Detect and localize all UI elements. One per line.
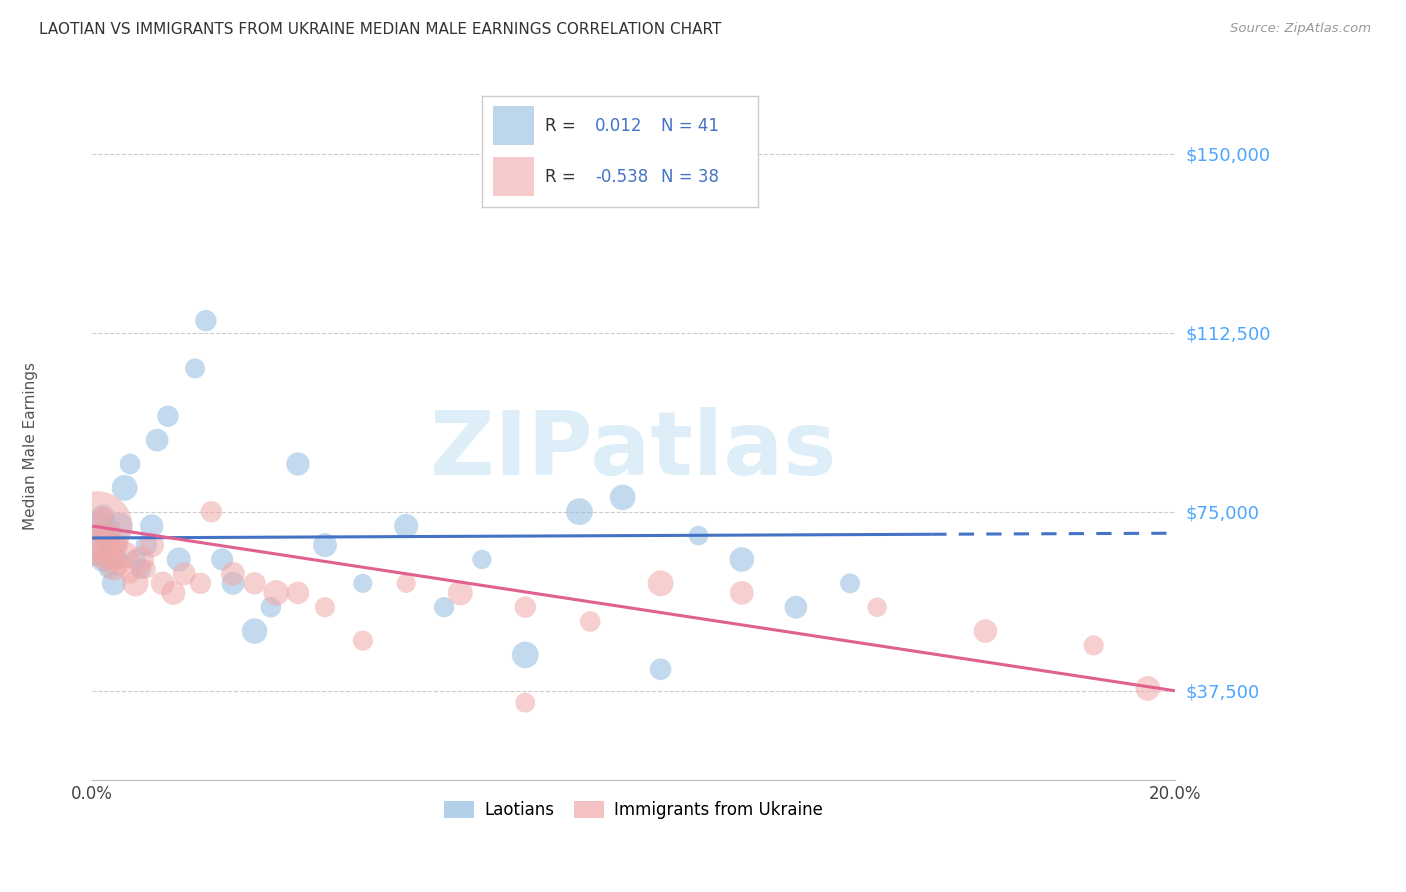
Point xyxy=(688,528,710,542)
Point xyxy=(97,562,120,576)
Point xyxy=(1083,639,1105,653)
Point xyxy=(86,538,108,552)
Point xyxy=(211,552,233,566)
Point xyxy=(120,457,142,471)
Point xyxy=(974,624,997,638)
Point xyxy=(103,562,125,576)
Point xyxy=(114,548,136,562)
Point xyxy=(124,576,146,591)
Point xyxy=(108,558,131,572)
Point xyxy=(515,696,537,710)
Point xyxy=(352,633,374,648)
Point xyxy=(314,538,336,552)
Point xyxy=(1136,681,1159,696)
Point xyxy=(839,576,862,591)
Point xyxy=(471,552,494,566)
Point xyxy=(352,576,374,591)
Point xyxy=(579,615,602,629)
Point xyxy=(568,505,591,519)
Point xyxy=(129,552,152,566)
Point xyxy=(97,528,120,542)
Point xyxy=(243,576,266,591)
Point xyxy=(433,600,456,615)
Point xyxy=(612,491,634,505)
Point xyxy=(173,566,195,581)
Text: LAOTIAN VS IMMIGRANTS FROM UKRAINE MEDIAN MALE EARNINGS CORRELATION CHART: LAOTIAN VS IMMIGRANTS FROM UKRAINE MEDIA… xyxy=(39,22,721,37)
Point xyxy=(156,409,179,424)
Point xyxy=(103,538,125,552)
Point xyxy=(395,576,418,591)
Point xyxy=(650,576,672,591)
Text: Source: ZipAtlas.com: Source: ZipAtlas.com xyxy=(1230,22,1371,36)
Point xyxy=(86,538,108,552)
Point xyxy=(91,509,114,524)
Point xyxy=(167,552,190,566)
Point xyxy=(91,552,114,566)
Point xyxy=(108,552,131,566)
Point xyxy=(222,566,245,581)
Point xyxy=(120,566,142,581)
Point xyxy=(114,481,136,495)
Point xyxy=(731,552,754,566)
Point xyxy=(184,361,207,376)
Point xyxy=(91,552,114,566)
Point xyxy=(146,433,169,447)
Point xyxy=(222,576,245,591)
Point xyxy=(97,542,120,557)
Point xyxy=(86,519,108,533)
Point xyxy=(141,519,163,533)
Point xyxy=(287,457,309,471)
Point xyxy=(785,600,807,615)
Text: Median Male Earnings: Median Male Earnings xyxy=(24,362,38,530)
Point xyxy=(515,648,537,662)
Point xyxy=(103,576,125,591)
Point xyxy=(135,538,157,552)
Point xyxy=(97,524,120,538)
Point xyxy=(124,552,146,566)
Point xyxy=(129,562,152,576)
Legend: Laotians, Immigrants from Ukraine: Laotians, Immigrants from Ukraine xyxy=(437,794,830,826)
Point xyxy=(264,586,287,600)
Point xyxy=(152,576,174,591)
Point xyxy=(243,624,266,638)
Point xyxy=(314,600,336,615)
Point xyxy=(108,519,131,533)
Point xyxy=(515,600,537,615)
Point xyxy=(395,519,418,533)
Point xyxy=(103,552,125,566)
Point xyxy=(135,562,157,576)
Point xyxy=(108,538,131,552)
Point xyxy=(650,662,672,676)
Point xyxy=(91,509,114,524)
Point xyxy=(200,505,222,519)
Point xyxy=(449,586,471,600)
Point xyxy=(162,586,184,600)
Point xyxy=(731,586,754,600)
Point xyxy=(190,576,212,591)
Point xyxy=(91,528,114,542)
Point xyxy=(141,538,163,552)
Point xyxy=(86,519,108,533)
Point xyxy=(260,600,283,615)
Point xyxy=(866,600,889,615)
Point xyxy=(194,314,217,328)
Text: ZIPatlas: ZIPatlas xyxy=(430,408,837,494)
Point xyxy=(287,586,309,600)
Point xyxy=(97,542,120,557)
